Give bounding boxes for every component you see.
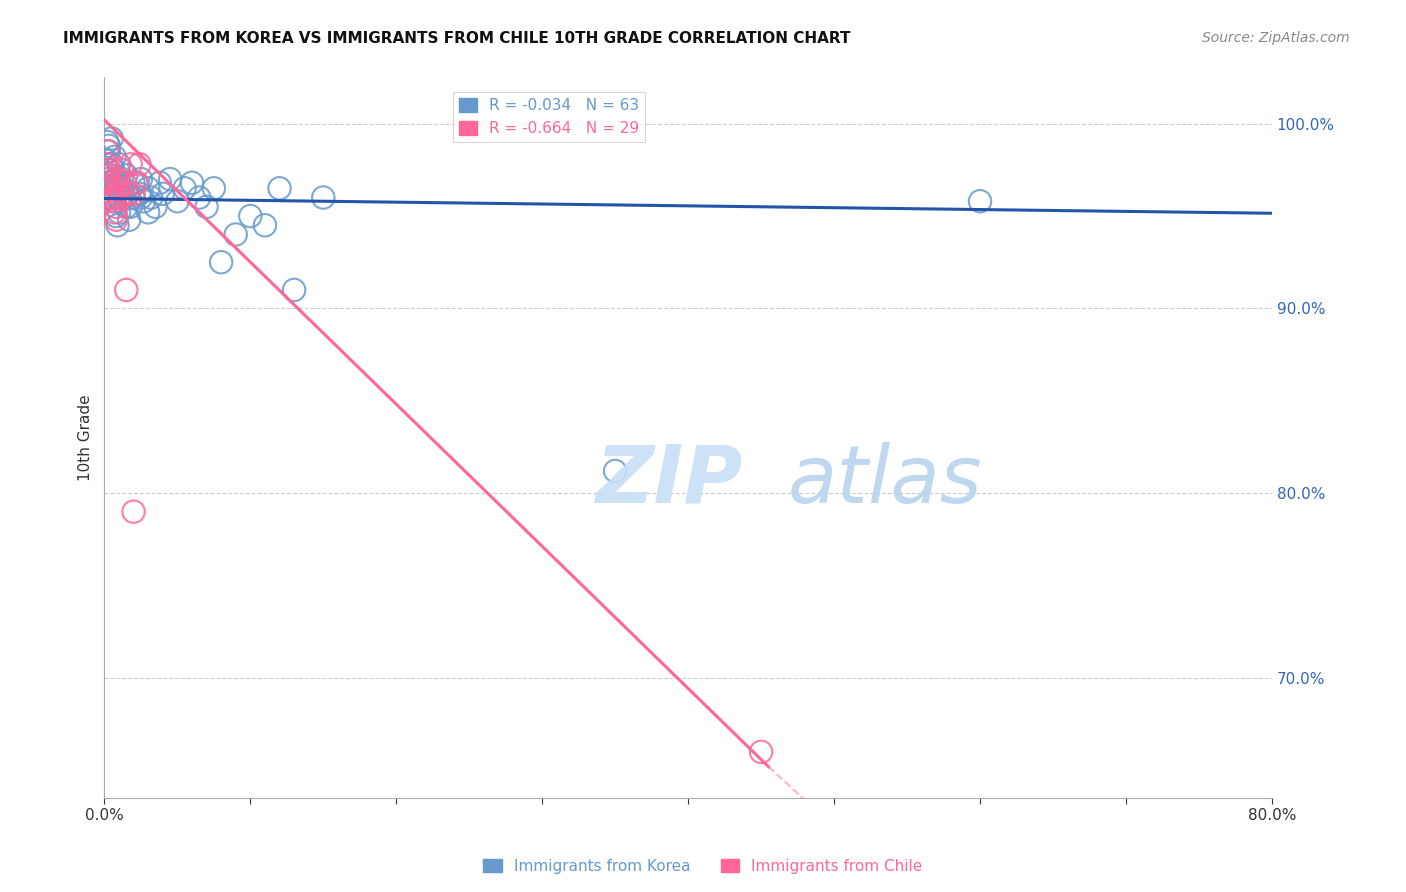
Point bbox=[108, 181, 131, 195]
Point bbox=[120, 200, 142, 214]
Point bbox=[104, 194, 127, 209]
Point bbox=[105, 186, 128, 201]
Point bbox=[101, 190, 124, 204]
Point bbox=[110, 190, 132, 204]
Point bbox=[122, 186, 145, 201]
Point bbox=[132, 194, 155, 209]
Text: Source: ZipAtlas.com: Source: ZipAtlas.com bbox=[1202, 31, 1350, 45]
Point bbox=[98, 181, 121, 195]
Point bbox=[136, 181, 159, 195]
Legend: Immigrants from Korea, Immigrants from Chile: Immigrants from Korea, Immigrants from C… bbox=[477, 853, 929, 880]
Point bbox=[100, 186, 122, 201]
Point bbox=[97, 138, 120, 153]
Point bbox=[107, 219, 129, 233]
Point bbox=[98, 181, 121, 195]
Point bbox=[101, 162, 124, 177]
Point bbox=[115, 200, 138, 214]
Point bbox=[96, 172, 118, 186]
Point bbox=[225, 227, 247, 242]
Point bbox=[202, 181, 225, 195]
Point bbox=[122, 176, 145, 190]
Point bbox=[136, 205, 159, 219]
Point bbox=[108, 190, 131, 204]
Point bbox=[152, 186, 174, 201]
Point bbox=[97, 145, 120, 159]
Point bbox=[98, 190, 121, 204]
Point bbox=[104, 172, 127, 186]
Point bbox=[114, 176, 136, 190]
Point bbox=[209, 255, 232, 269]
Point bbox=[108, 205, 131, 219]
Point bbox=[96, 162, 118, 177]
Point bbox=[120, 157, 142, 171]
Point bbox=[129, 190, 152, 204]
Point bbox=[125, 176, 148, 190]
Y-axis label: 10th Grade: 10th Grade bbox=[79, 394, 93, 481]
Point bbox=[94, 153, 117, 168]
Point bbox=[105, 181, 128, 195]
Point bbox=[188, 190, 211, 204]
Point bbox=[115, 283, 138, 297]
Point bbox=[107, 172, 129, 186]
Point bbox=[128, 157, 150, 171]
Point bbox=[139, 190, 162, 204]
Point bbox=[122, 190, 145, 204]
Point bbox=[97, 172, 120, 186]
Point bbox=[107, 176, 129, 190]
Point bbox=[605, 464, 627, 478]
Point bbox=[166, 194, 188, 209]
Point bbox=[239, 209, 262, 223]
Point bbox=[110, 194, 132, 209]
Point bbox=[159, 172, 181, 186]
Point bbox=[195, 200, 218, 214]
Point bbox=[111, 172, 134, 186]
Point bbox=[100, 190, 122, 204]
Point bbox=[94, 157, 117, 171]
Point bbox=[108, 157, 131, 171]
Point bbox=[181, 176, 204, 190]
Point bbox=[100, 176, 122, 190]
Legend: R = -0.034   N = 63, R = -0.664   N = 29: R = -0.034 N = 63, R = -0.664 N = 29 bbox=[453, 92, 645, 143]
Point bbox=[128, 186, 150, 201]
Point bbox=[108, 181, 131, 195]
Point bbox=[117, 186, 139, 201]
Point bbox=[312, 190, 335, 204]
Point bbox=[149, 176, 172, 190]
Point bbox=[104, 150, 127, 164]
Text: IMMIGRANTS FROM KOREA VS IMMIGRANTS FROM CHILE 10TH GRADE CORRELATION CHART: IMMIGRANTS FROM KOREA VS IMMIGRANTS FROM… bbox=[63, 31, 851, 46]
Point bbox=[105, 200, 128, 214]
Point bbox=[125, 176, 148, 190]
Point bbox=[749, 745, 772, 759]
Point bbox=[283, 283, 305, 297]
Point bbox=[969, 194, 991, 209]
Point bbox=[129, 172, 152, 186]
Point bbox=[96, 145, 118, 159]
Point bbox=[115, 169, 138, 183]
Point bbox=[269, 181, 291, 195]
Point bbox=[96, 169, 118, 183]
Point bbox=[105, 212, 128, 227]
Point bbox=[97, 176, 120, 190]
Text: atlas: atlas bbox=[787, 442, 983, 520]
Point bbox=[101, 190, 124, 204]
Point bbox=[98, 169, 121, 183]
Point bbox=[117, 186, 139, 201]
Point bbox=[253, 219, 276, 233]
Point bbox=[100, 131, 122, 145]
Point bbox=[105, 209, 128, 223]
Point bbox=[114, 190, 136, 204]
Text: ZIP: ZIP bbox=[595, 442, 742, 520]
Point bbox=[97, 181, 120, 195]
Point bbox=[111, 162, 134, 177]
Point bbox=[145, 200, 167, 214]
Point bbox=[104, 205, 127, 219]
Point bbox=[118, 212, 141, 227]
Point bbox=[96, 135, 118, 149]
Point bbox=[112, 181, 135, 195]
Point bbox=[122, 505, 145, 519]
Point bbox=[97, 162, 120, 177]
Point bbox=[100, 157, 122, 171]
Point bbox=[173, 181, 195, 195]
Point bbox=[101, 194, 124, 209]
